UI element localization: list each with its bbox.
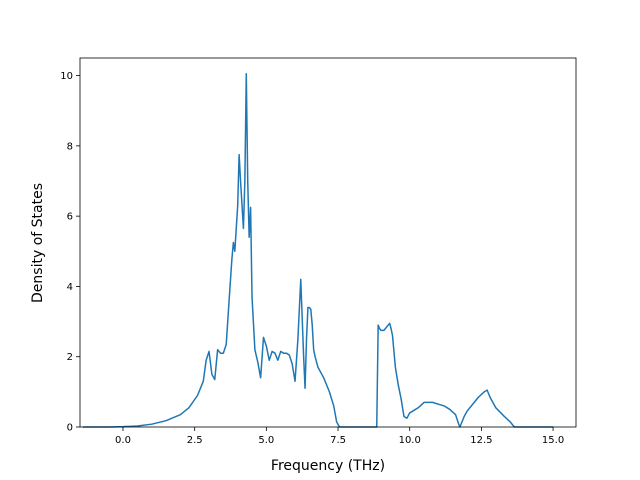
plot-layer: [82, 73, 554, 428]
x-tick-label: 7.5: [330, 435, 346, 446]
y-tick-label: 2: [67, 352, 73, 363]
x-tick-label: 15.0: [542, 435, 564, 446]
x-axis-ticks: 0.0 2.5 5.0 7.5 10.0 12.5 15.0: [115, 427, 564, 446]
y-tick-label: 0: [67, 423, 73, 434]
y-axis-label: Density of States: [30, 183, 46, 303]
axes-frame: [79, 57, 577, 428]
x-tick-label: 2.5: [187, 435, 203, 446]
dos-series-line-0: [82, 73, 554, 428]
x-tick-label: 5.0: [258, 435, 274, 446]
y-tick-label: 4: [67, 282, 73, 293]
x-axis-label: Frequency (THz): [271, 458, 385, 474]
x-tick-label: 0.0: [115, 435, 131, 446]
x-tick-label: 12.5: [470, 435, 492, 446]
y-tick-label: 10: [60, 71, 73, 82]
y-tick-label: 6: [67, 212, 73, 223]
y-tick-label: 8: [67, 141, 73, 152]
y-axis-ticks: 0 2 4 6 8 10: [60, 71, 80, 434]
x-tick-label: 10.0: [399, 435, 421, 446]
